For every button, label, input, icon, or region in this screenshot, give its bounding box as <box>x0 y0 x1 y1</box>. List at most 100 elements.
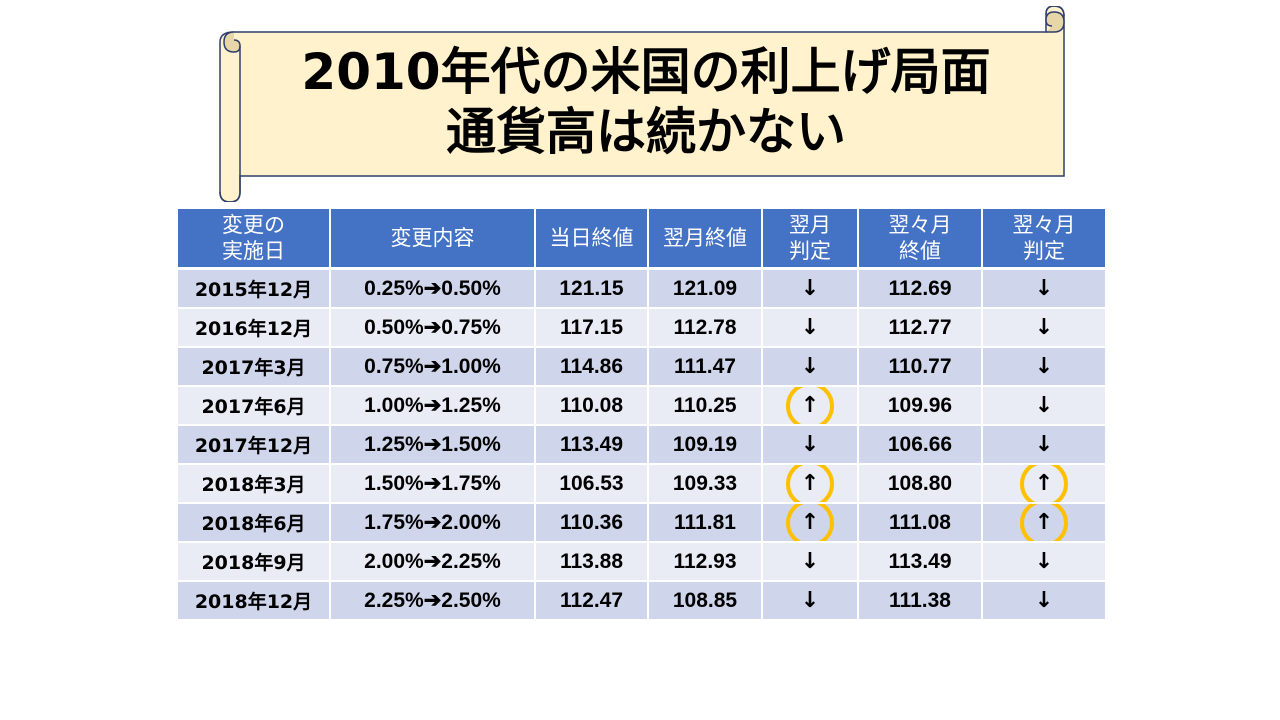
cell-next-judge: ↓ <box>762 425 859 465</box>
header-next-month-close: 翌月終値 <box>648 209 763 270</box>
cell-two-close: 111.08 <box>858 503 983 543</box>
header-date: 変更の 実施日 <box>178 209 331 270</box>
arrow-down-icon: ↓ <box>800 432 820 457</box>
arrow-down-icon: ↓ <box>1034 315 1054 340</box>
cell-two-judge: ↑ <box>982 464 1107 504</box>
cell-two-close: 108.80 <box>858 464 983 504</box>
cell-next-close: 109.19 <box>648 425 763 465</box>
cell-two-judge: ↓ <box>982 308 1107 348</box>
table-row: 2017年6月 1.00%➔1.25% 110.08 110.25 ↑ 109.96 ↓ <box>178 386 1107 426</box>
cell-next-judge: ↓ <box>762 347 859 387</box>
arrow-down-icon: ↓ <box>1034 588 1054 613</box>
header-two-judge-line-1: 翌々月 <box>1012 213 1076 237</box>
table-row: 2018年9月 2.00%➔2.25% 113.88 112.93 ↓ 113.49 ↓ <box>178 542 1107 582</box>
arrow-up-icon: ↑ <box>1034 510 1054 535</box>
arrow-down-icon: ↓ <box>800 315 820 340</box>
header-date-line-1: 変更の <box>222 213 285 237</box>
cell-two-close: 106.66 <box>858 425 983 465</box>
header-same-day-close: 当日終値 <box>535 209 649 270</box>
rate-hike-table: 変更の 実施日 変更内容 当日終値 翌月終値 翌月 判定 翌々月 終値 翌々月 … <box>178 209 1107 621</box>
table-row: 2018年12月 2.25%➔2.50% 112.47 108.85 ↓ 111.38 ↓ <box>178 581 1107 621</box>
cell-date: 2017年6月 <box>178 386 331 426</box>
cell-change: 1.00%➔1.25% <box>330 386 536 426</box>
table-row: 2018年3月 1.50%➔1.75% 106.53 109.33 ↑ 108.80 ↑ <box>178 464 1107 504</box>
cell-next-close: 112.78 <box>648 308 763 348</box>
title-line-2: 通貨高は続かない <box>446 103 846 161</box>
cell-date: 2018年3月 <box>178 464 331 504</box>
cell-next-judge: ↑ <box>762 386 859 426</box>
cell-two-close: 112.69 <box>858 268 983 309</box>
cell-next-judge: ↓ <box>762 268 859 309</box>
header-two-month-close: 翌々月 終値 <box>858 209 983 270</box>
header-two-close-line-1: 翌々月 <box>888 213 952 237</box>
header-two-judge-line-2: 判定 <box>1023 239 1065 263</box>
cell-date: 2015年12月 <box>178 268 331 309</box>
cell-next-close: 111.81 <box>648 503 763 543</box>
arrow-down-icon: ↓ <box>1034 276 1054 301</box>
cell-change: 1.25%➔1.50% <box>330 425 536 465</box>
cell-day-close: 112.47 <box>535 581 649 621</box>
table-row: 2015年12月 0.25%➔0.50% 121.15 121.09 ↓ 112.69 ↓ <box>178 268 1107 309</box>
cell-day-close: 121.15 <box>535 268 649 309</box>
cell-two-close: 111.38 <box>858 581 983 621</box>
arrow-down-icon: ↓ <box>1034 393 1054 418</box>
arrow-up-icon: ↑ <box>800 393 820 418</box>
cell-next-close: 111.47 <box>648 347 763 387</box>
arrow-down-icon: ↓ <box>800 354 820 379</box>
title-line-1: 2010年代の米国の利上げ局面 <box>301 43 991 101</box>
header-two-close-line-2: 終値 <box>899 239 941 263</box>
header-next-month-judge: 翌月 判定 <box>762 209 859 270</box>
header-next-judge-line-1: 翌月 <box>789 213 831 237</box>
arrow-down-icon: ↓ <box>1034 549 1054 574</box>
cell-two-judge: ↓ <box>982 425 1107 465</box>
cell-day-close: 117.15 <box>535 308 649 348</box>
cell-day-close: 110.36 <box>535 503 649 543</box>
arrow-up-icon: ↑ <box>1034 471 1054 496</box>
cell-two-judge: ↓ <box>982 347 1107 387</box>
cell-two-judge: ↓ <box>982 268 1107 309</box>
cell-next-close: 110.25 <box>648 386 763 426</box>
table-header-row: 変更の 実施日 変更内容 当日終値 翌月終値 翌月 判定 翌々月 終値 翌々月 … <box>178 209 1107 270</box>
arrow-down-icon: ↓ <box>800 588 820 613</box>
title-scroll-banner: 2010年代の米国の利上げ局面 通貨高は続かない <box>212 6 1068 202</box>
cell-change: 2.00%➔2.25% <box>330 542 536 582</box>
cell-two-judge: ↓ <box>982 581 1107 621</box>
cell-next-judge: ↓ <box>762 542 859 582</box>
table-row: 2018年6月 1.75%➔2.00% 110.36 111.81 ↑ 111.08 ↑ <box>178 503 1107 543</box>
arrow-down-icon: ↓ <box>800 549 820 574</box>
cell-date: 2018年6月 <box>178 503 331 543</box>
header-date-line-2: 実施日 <box>222 239 285 263</box>
cell-next-judge: ↓ <box>762 308 859 348</box>
cell-date: 2018年12月 <box>178 581 331 621</box>
cell-two-close: 112.77 <box>858 308 983 348</box>
cell-next-close: 109.33 <box>648 464 763 504</box>
cell-two-close: 113.49 <box>858 542 983 582</box>
cell-date: 2017年12月 <box>178 425 331 465</box>
cell-change: 0.50%➔0.75% <box>330 308 536 348</box>
cell-next-close: 112.93 <box>648 542 763 582</box>
cell-change: 0.25%➔0.50% <box>330 268 536 309</box>
cell-day-close: 114.86 <box>535 347 649 387</box>
cell-next-judge: ↓ <box>762 581 859 621</box>
cell-date: 2018年9月 <box>178 542 331 582</box>
arrow-up-icon: ↑ <box>800 510 820 535</box>
header-next-judge-line-2: 判定 <box>789 239 831 263</box>
table-body: 2015年12月 0.25%➔0.50% 121.15 121.09 ↓ 112.69 ↓ 2… <box>178 268 1107 621</box>
arrow-down-icon: ↓ <box>1034 432 1054 457</box>
arrow-up-icon: ↑ <box>800 471 820 496</box>
table-row: 2016年12月 0.50%➔0.75% 117.15 112.78 ↓ 112.77 ↓ <box>178 308 1107 348</box>
cell-change: 1.50%➔1.75% <box>330 464 536 504</box>
cell-two-judge: ↓ <box>982 386 1107 426</box>
table-row: 2017年3月 0.75%➔1.00% 114.86 111.47 ↓ 110.77 ↓ <box>178 347 1107 387</box>
header-change: 変更内容 <box>330 209 536 270</box>
cell-next-close: 121.09 <box>648 268 763 309</box>
cell-date: 2016年12月 <box>178 308 331 348</box>
cell-day-close: 113.88 <box>535 542 649 582</box>
cell-next-judge: ↑ <box>762 464 859 504</box>
cell-two-judge: ↓ <box>982 542 1107 582</box>
cell-day-close: 113.49 <box>535 425 649 465</box>
cell-day-close: 106.53 <box>535 464 649 504</box>
arrow-down-icon: ↓ <box>1034 354 1054 379</box>
cell-two-judge: ↑ <box>982 503 1107 543</box>
